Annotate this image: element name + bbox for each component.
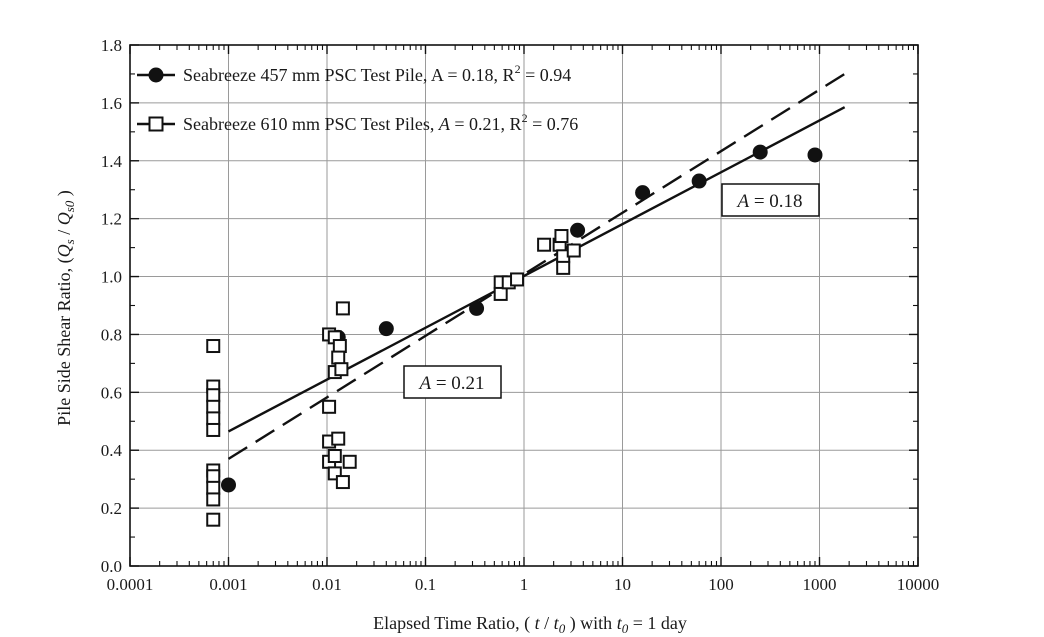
data-point-open-square [322, 399, 337, 414]
x-tick-label: 0.01 [312, 575, 342, 594]
y-tick-label: 1.4 [101, 152, 123, 171]
y-tick-label: 0.6 [101, 383, 122, 402]
y-axis-title: Pile Side Shear Ratio, (Qs / Qs0 ) [54, 190, 77, 426]
tick-marks [129, 44, 919, 567]
x-tick-label: 100 [708, 575, 734, 594]
legend: Seabreeze 457 mm PSC Test Pile, A = 0.18… [137, 62, 578, 134]
x-tick-label: 1000 [803, 575, 837, 594]
data-point-open-square [206, 411, 221, 426]
y-tick-label: 1.0 [101, 268, 122, 287]
data-point-filled-circle [378, 321, 394, 337]
data-point-open-square [537, 237, 552, 252]
data-point-open-square [206, 339, 221, 354]
legend-entry-457mm: Seabreeze 457 mm PSC Test Pile, A = 0.18… [137, 62, 571, 85]
annotation-box-a-018 [721, 183, 820, 217]
x-tick-label: 10000 [897, 575, 940, 594]
annotation-text-a-021: A = 0.21 [417, 373, 484, 394]
annotation-a-021: A = 0.21 [403, 365, 502, 399]
data-point-open-square [342, 454, 357, 469]
data-point-open-square [206, 422, 221, 437]
y-tick-label: 1.8 [101, 36, 122, 55]
data-point-open-square [556, 260, 571, 275]
data-point-filled-circle [469, 300, 485, 316]
annotation-box-a-021 [403, 365, 502, 399]
data-point-open-square [331, 431, 346, 446]
trend-line-dashed [227, 72, 846, 460]
data-point-filled-circle [570, 222, 586, 238]
y-tick-label: 1.6 [101, 94, 122, 113]
y-tick-label: 0.8 [101, 325, 122, 344]
tick-labels: 0.0001 0.001 0.01 0.1 1 10 100 1000 10000 0.0 0.2 0… [101, 36, 940, 594]
data-point-open-square [206, 480, 221, 495]
data-point-filled-circle [807, 147, 823, 163]
data-points [206, 144, 823, 527]
x-tick-label: 0.1 [415, 575, 436, 594]
x-tick-label: 0.0001 [107, 575, 154, 594]
data-point-open-square [206, 388, 221, 403]
x-axis-title: Elapsed Time Ratio, ( t / t0 ) with t0 =… [373, 613, 687, 636]
legend-entry-610mm: Seabreeze 610 mm PSC Test Piles, A = 0.2… [137, 111, 578, 134]
data-point-open-square [206, 469, 221, 484]
grid-lines [130, 45, 918, 566]
y-tick-label: 0.2 [101, 499, 122, 518]
data-point-filled-circle [691, 173, 707, 189]
y-tick-label: 1.2 [101, 210, 122, 229]
annotation-a-018: A = 0.18 [721, 183, 820, 217]
data-point-filled-circle [752, 144, 768, 160]
data-point-open-square [493, 286, 508, 301]
data-point-open-square [335, 475, 350, 490]
data-point-open-square [335, 301, 350, 316]
data-point-open-square [206, 399, 221, 414]
data-point-open-square [554, 229, 569, 244]
annotation-text-a-018: A = 0.18 [735, 191, 802, 212]
legend-marker-filled-circle [148, 67, 164, 83]
data-point-filled-circle [635, 185, 651, 201]
x-tick-label: 10 [614, 575, 631, 594]
data-point-open-square [510, 272, 525, 287]
data-point-open-square [206, 492, 221, 507]
y-tick-label: 0.4 [101, 441, 123, 460]
legend-label-610mm: Seabreeze 610 mm PSC Test Piles, A = 0.2… [183, 111, 578, 134]
data-point-open-square [566, 243, 581, 258]
data-point-open-square [327, 449, 342, 464]
data-point-open-square [334, 362, 349, 377]
legend-marker-open-square [148, 116, 164, 132]
x-tick-label: 1 [520, 575, 529, 594]
legend-label-457mm: Seabreeze 457 mm PSC Test Pile, A = 0.18… [183, 62, 571, 85]
data-point-filled-circle [221, 477, 236, 493]
data-point-open-square [206, 512, 221, 527]
data-point-open-square [331, 350, 346, 365]
y-tick-label: 0.0 [101, 557, 122, 576]
x-tick-label: 0.001 [209, 575, 247, 594]
data-point-open-square [332, 339, 347, 354]
